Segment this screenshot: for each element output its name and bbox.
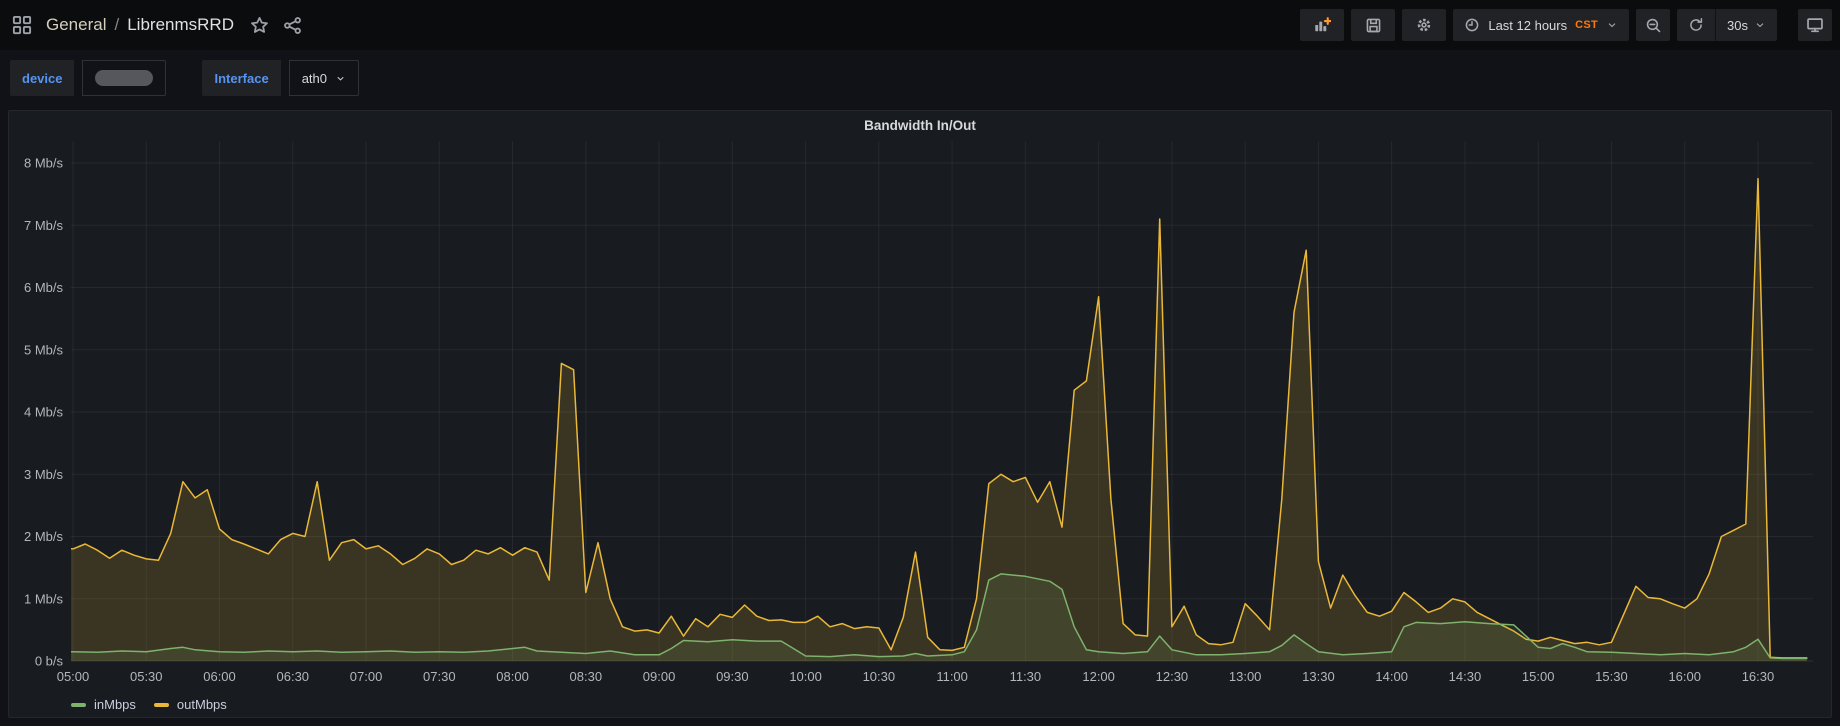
top-nav-bar: General / LibrenmsRRD (0, 0, 1840, 50)
time-picker-button[interactable]: Last 12 hours CST (1453, 9, 1630, 41)
svg-text:12:00: 12:00 (1082, 669, 1115, 684)
svg-text:15:00: 15:00 (1522, 669, 1555, 684)
outmbps-swatch (153, 702, 169, 707)
svg-text:06:00: 06:00 (203, 669, 236, 684)
inmbps-swatch (71, 702, 86, 707)
divider (1715, 9, 1717, 41)
svg-text:7 Mb/s: 7 Mb/s (24, 218, 64, 233)
timezone-badge: CST (1575, 19, 1599, 31)
bandwidth-chart[interactable]: 05:00 05:30 06:00 06:30 07:00 07:30 08:00 08:30… (9, 111, 1833, 719)
svg-text:16:30: 16:30 (1742, 669, 1775, 684)
breadcrumb-separator: / (114, 15, 120, 34)
svg-text:06:30: 06:30 (277, 669, 310, 684)
svg-text:09:00: 09:00 (643, 669, 676, 684)
svg-text:11:30: 11:30 (1010, 669, 1042, 684)
chevron-down-icon (1608, 23, 1616, 28)
svg-text:13:00: 13:00 (1229, 669, 1262, 684)
inmbps-legend-label: inMbps (94, 697, 136, 712)
svg-text:8 Mb/s: 8 Mb/s (24, 156, 64, 171)
svg-text:1 Mb/s: 1 Mb/s (24, 591, 64, 606)
svg-text:12:30: 12:30 (1156, 669, 1189, 684)
svg-text:15:30: 15:30 (1595, 669, 1628, 684)
add-panel-button[interactable] (1300, 9, 1345, 41)
device-variable-label: device (10, 60, 75, 96)
svg-text:11:00: 11:00 (936, 669, 968, 684)
gear-icon (1418, 18, 1431, 32)
svg-text:07:00: 07:00 (350, 669, 383, 684)
svg-text:14:30: 14:30 (1449, 669, 1482, 684)
kiosk-mode-button[interactable] (1798, 9, 1832, 41)
breadcrumb-dashboard: LibrenmsRRD (127, 15, 234, 34)
apps-grid-icon[interactable] (12, 15, 32, 35)
refresh-interval-button[interactable]: 30s (1716, 9, 1777, 41)
svg-text:5 Mb/s: 5 Mb/s (24, 342, 64, 357)
svg-text:09:30: 09:30 (716, 669, 749, 684)
share-icon[interactable] (283, 16, 302, 35)
refresh-icon (1690, 17, 1703, 31)
svg-text:07:30: 07:30 (423, 669, 456, 684)
svg-text:13:30: 13:30 (1302, 669, 1335, 684)
svg-text:0 b/s: 0 b/s (35, 654, 64, 669)
svg-text:08:30: 08:30 (570, 669, 603, 684)
svg-text:10:00: 10:00 (789, 669, 822, 684)
interface-variable-value: ath0 (301, 70, 327, 86)
svg-text:3 Mb/s: 3 Mb/s (24, 467, 64, 482)
chart-legend: inMbps outMbps (71, 697, 227, 712)
dashboard-settings-button[interactable] (1402, 9, 1447, 41)
monitor-icon (1807, 18, 1823, 33)
device-variable-select[interactable] (82, 60, 167, 96)
refresh-group: 30s (1677, 9, 1777, 41)
clock-icon (1465, 18, 1479, 32)
plus-icon (1324, 17, 1332, 25)
magnifier-minus-icon (1646, 18, 1660, 32)
breadcrumb-folder[interactable]: General (46, 15, 107, 34)
refresh-button[interactable] (1677, 9, 1715, 41)
template-variables-row: device Interface ath0 (10, 60, 359, 96)
interface-variable-label: Interface (202, 60, 281, 96)
chevron-down-icon (1756, 23, 1764, 28)
refresh-interval-label: 30s (1727, 17, 1748, 33)
breadcrumb: General / LibrenmsRRD (46, 15, 234, 35)
outmbps-legend-label: outMbps (176, 697, 227, 712)
interface-variable-select[interactable]: ath0 (288, 60, 359, 96)
save-dashboard-button[interactable] (1351, 9, 1396, 41)
svg-text:10:30: 10:30 (863, 669, 896, 684)
bandwidth-panel: Bandwidth In/Out 05:00 05:30 06:00 06:30 07:… (8, 110, 1832, 718)
svg-text:05:00: 05:00 (57, 669, 90, 684)
panel-title[interactable]: Bandwidth In/Out (864, 118, 976, 133)
svg-text:05:30: 05:30 (130, 669, 163, 684)
svg-text:14:00: 14:00 (1375, 669, 1408, 684)
svg-text:16:00: 16:00 (1668, 669, 1701, 684)
chevron-down-icon (337, 76, 344, 81)
svg-text:2 Mb/s: 2 Mb/s (24, 529, 64, 544)
legend-item-inmbps[interactable]: inMbps (71, 697, 136, 712)
svg-text:6 Mb/s: 6 Mb/s (24, 280, 64, 295)
zoom-out-button[interactable] (1636, 9, 1671, 41)
svg-text:4 Mb/s: 4 Mb/s (24, 405, 64, 420)
legend-item-outmbps[interactable]: outMbps (153, 697, 227, 712)
device-value-redacted (95, 70, 154, 86)
time-range-label: Last 12 hours (1488, 17, 1568, 33)
star-icon[interactable] (250, 16, 269, 35)
svg-text:08:00: 08:00 (496, 669, 529, 684)
